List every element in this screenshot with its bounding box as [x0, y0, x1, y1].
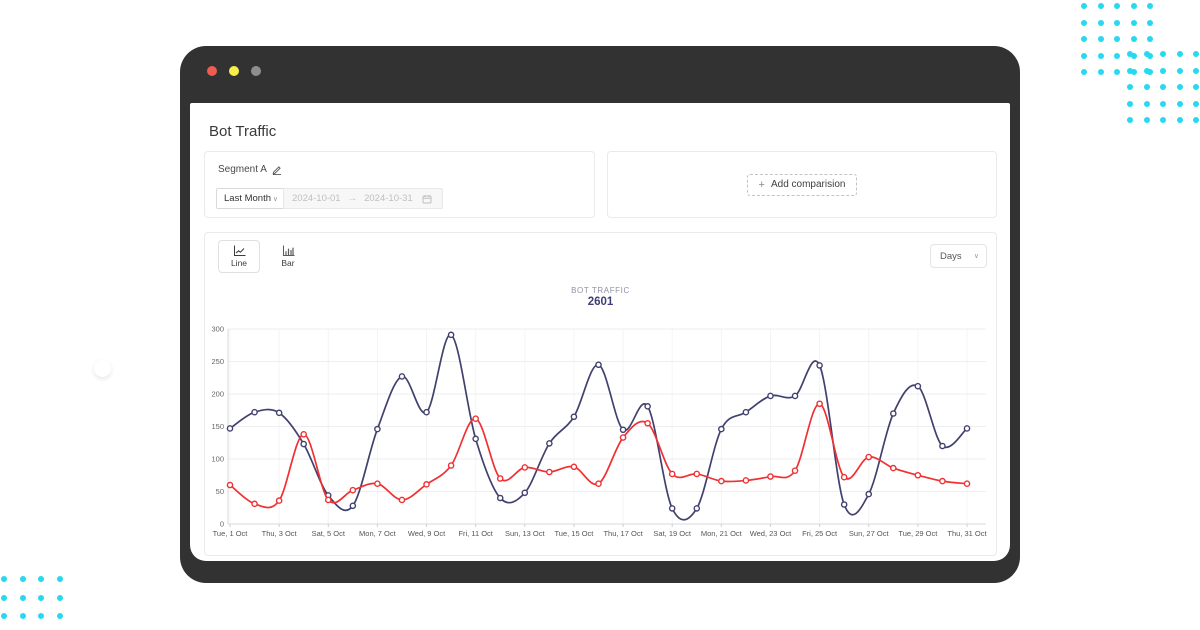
date-range-preset-select[interactable]: Last Month ∨ [216, 188, 284, 209]
chart-type-toggle-line[interactable]: Line [218, 240, 260, 273]
chevron-down-icon: ∨ [272, 195, 278, 203]
bar-toggle-label: Bar [281, 258, 295, 268]
plus-icon: + [758, 178, 765, 191]
chevron-down-icon: ∨ [973, 253, 979, 260]
svg-text:Thu, 3 Oct: Thu, 3 Oct [262, 529, 298, 538]
add-comparison-button[interactable]: + Add comparision [746, 173, 858, 196]
svg-text:Sat, 19 Oct: Sat, 19 Oct [653, 529, 691, 538]
svg-text:Wed, 9 Oct: Wed, 9 Oct [408, 529, 446, 538]
date-range-input[interactable]: 2024-10-01 → 2024-10-31 [283, 188, 443, 209]
svg-text:Thu, 17 Oct: Thu, 17 Oct [603, 529, 643, 538]
svg-text:Mon, 21 Oct: Mon, 21 Oct [701, 529, 743, 538]
app-content: Bot Traffic Segment A Last Month ∨ 2024-… [190, 103, 1010, 561]
segment-card: Segment A Last Month ∨ 2024-10-01 → 2024… [204, 151, 595, 218]
line-chart-icon [233, 245, 246, 257]
date-to-value: 2024-10-31 [364, 193, 413, 204]
svg-text:Sun, 13 Oct: Sun, 13 Oct [505, 529, 546, 538]
svg-text:300: 300 [211, 325, 224, 334]
edit-icon[interactable] [272, 165, 282, 175]
svg-text:200: 200 [211, 390, 224, 399]
page-title: Bot Traffic [209, 123, 277, 140]
interval-select[interactable]: Days ∨ [930, 244, 987, 268]
arrow-right-icon: → [347, 193, 358, 204]
svg-text:Sun, 27 Oct: Sun, 27 Oct [849, 529, 890, 538]
svg-text:Fri, 11 Oct: Fri, 11 Oct [458, 529, 493, 538]
browser-window: Bot Traffic Segment A Last Month ∨ 2024-… [180, 46, 1020, 583]
svg-text:150: 150 [211, 422, 224, 431]
svg-text:Fri, 25 Oct: Fri, 25 Oct [802, 529, 838, 538]
svg-text:Sat, 5 Oct: Sat, 5 Oct [312, 529, 346, 538]
chart-total-value: 2601 [587, 296, 614, 308]
comparison-card: + Add comparision [607, 151, 997, 218]
add-comparison-label: Add comparision [770, 179, 846, 190]
svg-text:Mon, 7 Oct: Mon, 7 Oct [359, 529, 397, 538]
zoom-button[interactable] [251, 65, 261, 76]
chart-card: Line Bar Days ∨ BOT TRAFFIC 2601 Tue, 1 … [204, 232, 997, 556]
date-from-value: 2024-10-01 [292, 193, 341, 204]
chart-title: BOT TRAFFIC [571, 286, 630, 295]
traffic-chart: Tue, 1 Oct Thu, 3 Oct Sat, 5 Oct Mon, 7 Oct… [211, 325, 987, 539]
svg-text:Tue, 1 Oct: Tue, 1 Oct [213, 529, 249, 538]
svg-text:Tue, 29 Oct: Tue, 29 Oct [898, 529, 938, 538]
circle-decoration [94, 360, 111, 377]
svg-text:100: 100 [211, 455, 224, 464]
calendar-icon [422, 194, 432, 204]
svg-text:250: 250 [211, 357, 224, 366]
chart-type-toggle-bar[interactable]: Bar [267, 240, 309, 273]
svg-text:Wed, 23 Oct: Wed, 23 Oct [750, 529, 792, 538]
close-button[interactable] [206, 65, 217, 76]
window-titlebar [180, 46, 1020, 103]
segment-label: Segment A [218, 164, 267, 175]
svg-text:Thu, 31 Oct: Thu, 31 Oct [947, 529, 987, 538]
svg-text:0: 0 [220, 520, 224, 529]
interval-select-value: Days [940, 250, 962, 262]
svg-text:50: 50 [216, 487, 224, 496]
bar-chart-icon [282, 245, 295, 257]
line-toggle-label: Line [230, 258, 248, 268]
minimize-button[interactable] [228, 65, 239, 76]
svg-text:Tue, 15 Oct: Tue, 15 Oct [554, 529, 594, 538]
range-select-value: Last Month [224, 193, 271, 204]
